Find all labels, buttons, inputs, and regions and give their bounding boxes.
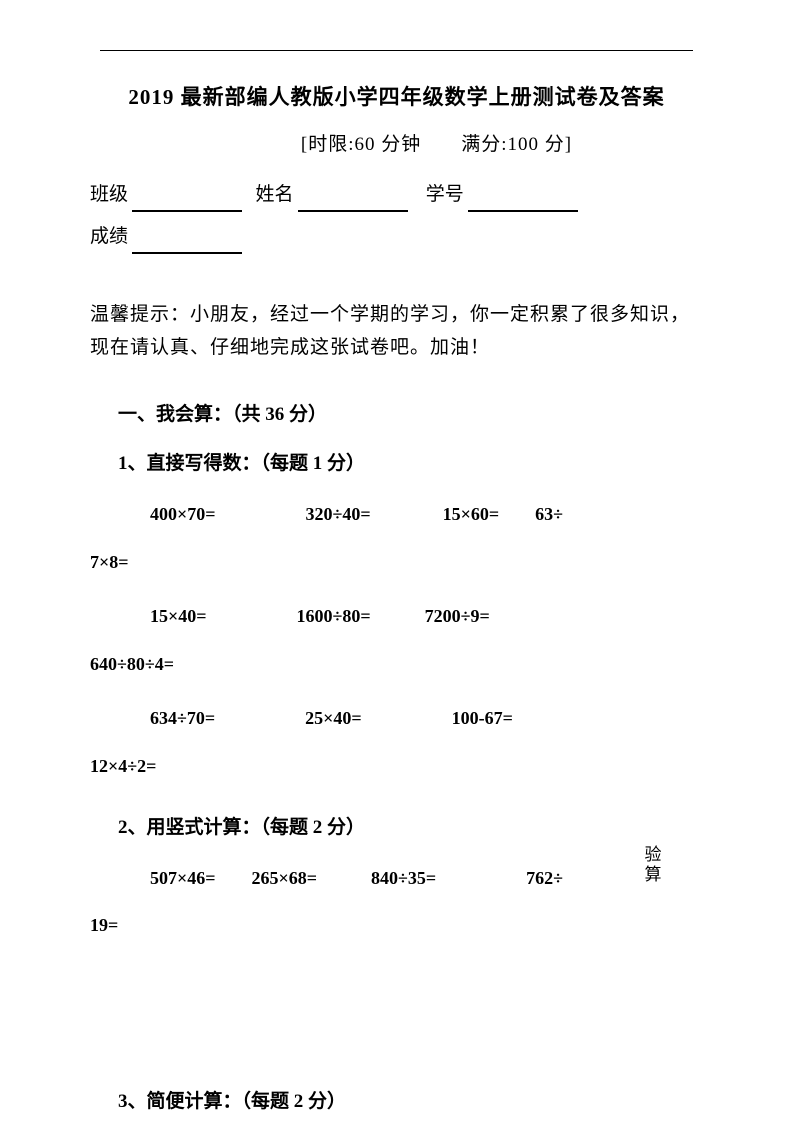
section-1-title: 一、我会算：（共 36 分）: [90, 399, 703, 426]
id-blank: [468, 210, 578, 212]
problems-1-2-row1: 507×46= 265×68= 840÷35= 762÷: [90, 859, 703, 899]
verify-label: 验算: [643, 845, 663, 886]
student-info-line2: 成绩: [90, 220, 703, 254]
score-blank: [132, 252, 242, 254]
name-blank: [298, 210, 408, 212]
problems-1-1-row3: 634÷70= 25×40= 100-67=: [90, 699, 703, 739]
subsection-1-1-title: 1、直接写得数：（每题 1 分）: [90, 448, 703, 475]
problems-1-1-row1: 400×70= 320÷40= 15×60= 63÷: [90, 495, 703, 535]
class-label: 班级: [90, 184, 128, 205]
exam-subtitle: [时限:60 分钟 满分:100 分]: [90, 129, 703, 156]
problems-1-2-row1-wrap: 19=: [90, 906, 703, 946]
hint-text: 温馨提示：小朋友，经过一个学期的学习，你一定积累了很多知识，现在请认真、仔细地完…: [90, 299, 703, 364]
problems-1-1-row2-wrap: 640÷80÷4=: [90, 645, 703, 685]
problems-1-1-row2: 15×40= 1600÷80= 7200÷9=: [90, 597, 703, 637]
problems-1-1-row1-wrap: 7×8=: [90, 543, 703, 583]
subsection-1-2-title: 2、用竖式计算：（每题 2 分）: [90, 812, 703, 839]
score-label: 成绩: [90, 226, 128, 247]
name-label: 姓名: [256, 184, 294, 205]
id-label: 学号: [426, 184, 464, 205]
student-info-line1: 班级 姓名 学号: [90, 178, 703, 212]
problems-1-1-row3-wrap: 12×4÷2=: [90, 747, 703, 787]
document-title: 2019 最新部编人教版小学四年级数学上册测试卷及答案: [90, 81, 703, 111]
subsection-1-3-title: 3、简便计算：（每题 2 分）: [90, 1086, 703, 1113]
top-rule-line: [100, 50, 693, 51]
class-blank: [132, 210, 242, 212]
